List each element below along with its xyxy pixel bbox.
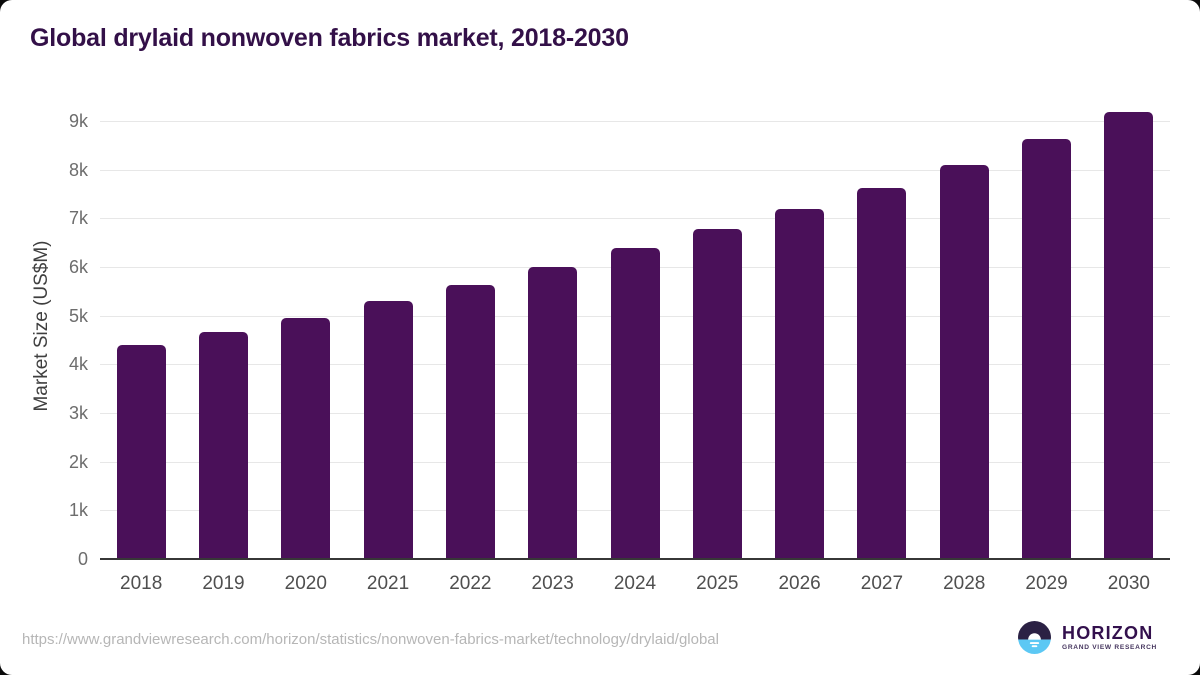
gridline-7k [100,218,1170,220]
x-tick-label-2023: 2023 [531,573,574,594]
bar-2019 [198,331,248,559]
logo-sky-half [1018,621,1051,640]
horizon-logo: HORIZON GRAND VIEW RESEARCH [1018,621,1157,654]
bar-2024 [610,248,660,559]
logo-reflection-line-1 [1029,642,1040,645]
x-tick-label-2025: 2025 [696,573,739,594]
x-tick-label-2021: 2021 [366,573,410,594]
bar-2028 [939,164,989,559]
y-tick-label-6k: 6k [68,257,88,277]
logo-wordmark: HORIZON [1062,622,1154,643]
x-tick-label-2026: 2026 [778,573,821,594]
horizon-sun-icon [1018,621,1051,654]
x-tick-label-2022: 2022 [449,573,492,594]
y-tick-label-7k: 7k [68,208,88,229]
x-tick-label-2030: 2030 [1107,573,1150,594]
gridline-9k [100,121,1170,122]
y-tick-label-2k: 2k [68,451,88,472]
bar-2021 [363,301,413,559]
y-tick-label-8k: 8k [68,159,88,180]
y-tick-label-1k: 1k [68,500,88,521]
gridline-8k [100,169,1170,171]
x-axis-line [100,558,1170,560]
x-tick-label-2027: 2027 [860,573,904,594]
logo-subtitle: GRAND VIEW RESEARCH [1062,643,1157,651]
x-tick-label-2018: 2018 [120,573,163,594]
bar-2018 [116,344,166,559]
logo-sun-dome [1028,633,1041,640]
bar-2029 [1022,139,1072,559]
bar-2026 [775,208,825,559]
x-tick-label-2020: 2020 [284,573,327,594]
x-tick-label-2029: 2029 [1025,573,1068,594]
y-tick-label-4k: 4k [68,354,88,375]
y-tick-label-9k: 9k [68,111,88,131]
x-tick-label-2028: 2028 [943,573,986,594]
bar-2030 [1104,112,1154,559]
source-url: https://www.grandviewresearch.com/horizo… [22,631,719,648]
y-tick-label-0: 0 [77,549,88,569]
y-tick-label-5k: 5k [68,305,88,326]
chart-title: Global drylaid nonwoven fabrics market, … [30,24,629,52]
bar-2020 [281,317,331,559]
y-tick-label-3k: 3k [68,403,88,423]
x-tick-label-2024: 2024 [613,573,657,594]
logo-text: HORIZON GRAND VIEW RESEARCH [1062,622,1157,652]
bar-2023 [528,266,578,559]
x-tick-label-2019: 2019 [202,573,245,594]
logo-reflection-line-2 [1031,645,1038,648]
bar-2027 [857,187,907,559]
bar-2025 [692,229,742,559]
bar-2022 [445,285,495,559]
